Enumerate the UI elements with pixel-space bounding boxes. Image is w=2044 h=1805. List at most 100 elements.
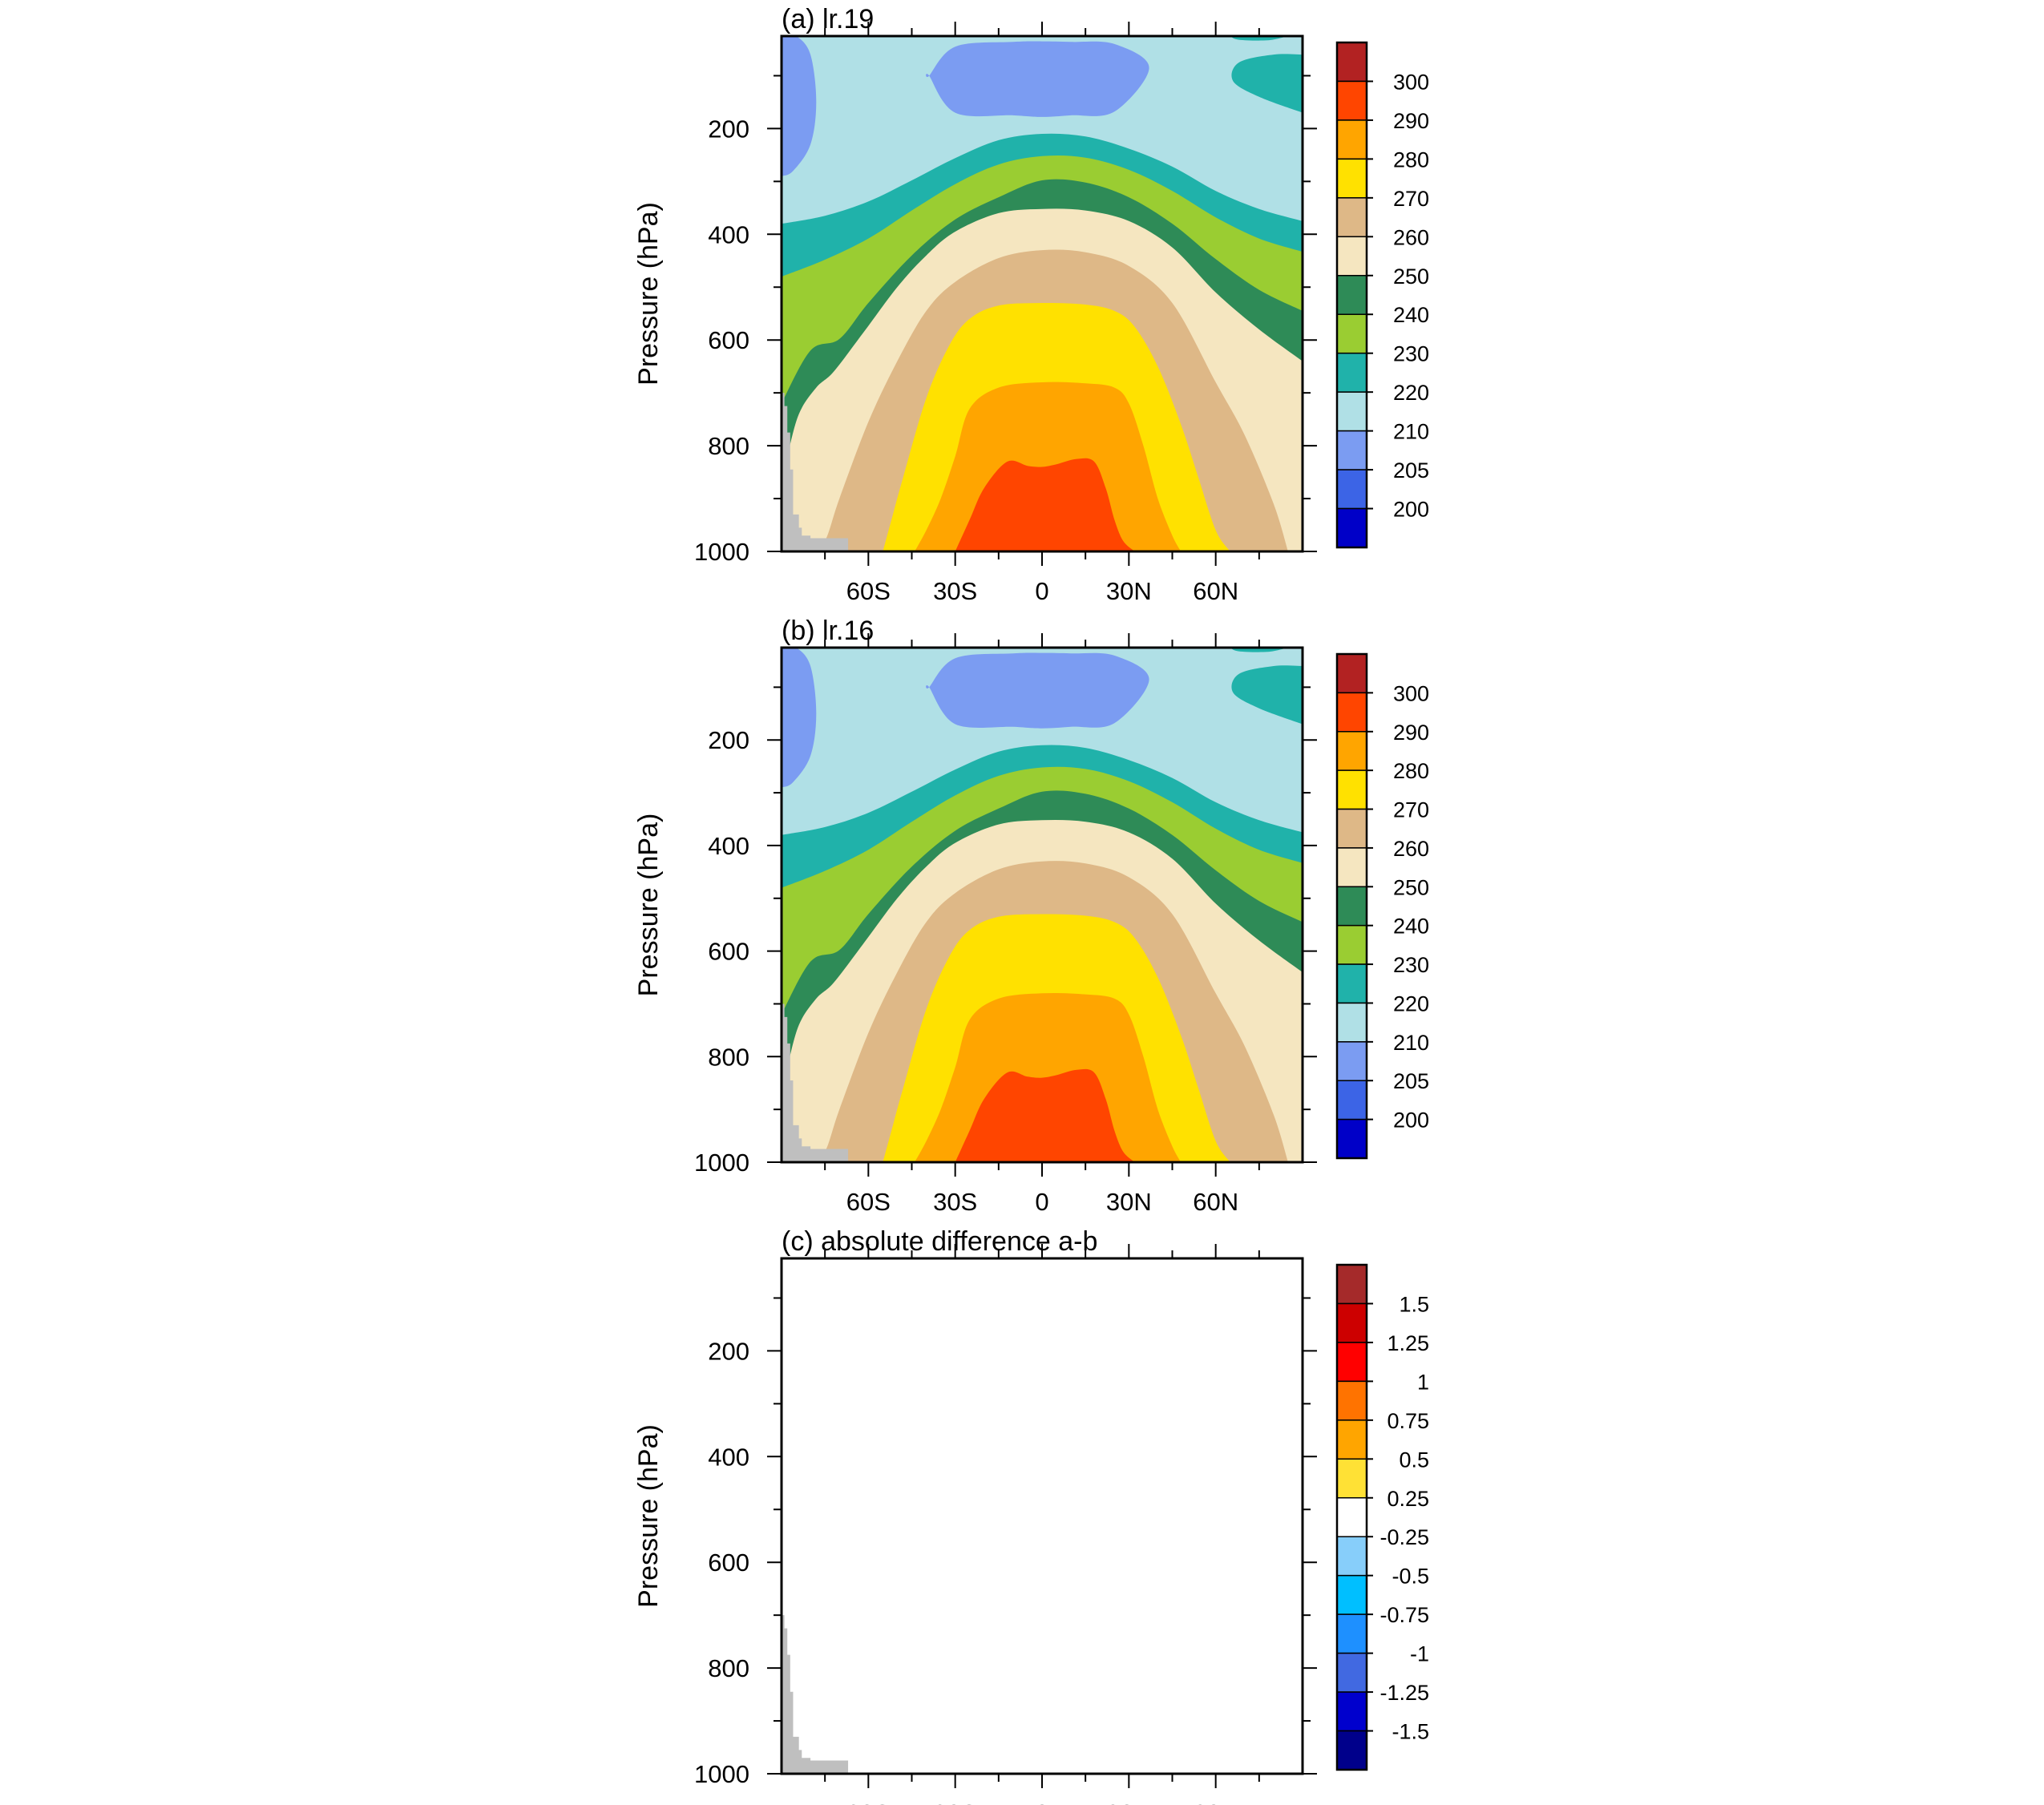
colorbar: 300 290 280 270 260 250 240 230 220 210 205 200: [1335, 652, 1429, 1160]
colorbar-label: 260: [1393, 837, 1429, 861]
colorbar-label: 290: [1393, 109, 1429, 133]
colorbar-cell: [1336, 1380, 1367, 1421]
plot-area: [782, 36, 1303, 551]
y-tick-label: 800: [708, 1654, 749, 1682]
polar-cold-region: [782, 36, 817, 176]
panel-title: (b) lr.16: [782, 616, 874, 646]
y-tick-label: 1000: [694, 1149, 749, 1177]
colorbar-label: 0.75: [1387, 1409, 1429, 1433]
colorbar-cell: [1336, 1574, 1367, 1615]
colorbar-label: 270: [1393, 798, 1429, 822]
colorbar-cell: [1336, 80, 1367, 121]
nh-upper-warm-region: [1231, 54, 1303, 113]
colorbar-label: 220: [1393, 991, 1429, 1016]
y-tick-label: 600: [708, 326, 749, 354]
colorbar-cell: [1336, 275, 1367, 315]
contour-band-290: [955, 1068, 1135, 1162]
colorbar-cell: [1336, 1302, 1367, 1343]
colorbar-label: -1: [1410, 1642, 1429, 1666]
colorbar-label: 230: [1393, 953, 1429, 977]
colorbar-cell: [1336, 692, 1367, 733]
colorbar-cell: [1336, 1613, 1367, 1654]
colorbar-label: 200: [1393, 1108, 1429, 1133]
colorbar-cell: [1336, 158, 1367, 199]
colorbar-label: 0.25: [1387, 1487, 1429, 1511]
y-tick-label: 400: [708, 832, 749, 860]
colorbar-cell: [1336, 1080, 1367, 1121]
x-tick-label: 60N: [1193, 1188, 1238, 1216]
colorbar-cell: [1336, 847, 1367, 888]
colorbar-label: 280: [1393, 759, 1429, 783]
colorbar-label: 240: [1393, 915, 1429, 939]
colorbar-cell: [1336, 808, 1367, 849]
panel-title: (c) absolute difference a-b: [782, 1226, 1097, 1257]
plot-area: [782, 648, 1303, 1162]
field-background: [782, 1258, 1303, 1774]
y-axis-label: Pressure (hPa): [633, 814, 664, 997]
colorbar-label: 240: [1393, 303, 1429, 327]
colorbar-cell: [1336, 42, 1367, 83]
colorbar-cell: [1336, 352, 1367, 393]
y-tick-label: 200: [708, 726, 749, 754]
colorbar-label: 1: [1417, 1370, 1429, 1394]
x-tick-label: 60S: [846, 1188, 891, 1216]
colorbar-frame: [1335, 41, 1368, 549]
colorbar-cell: [1336, 469, 1367, 510]
colorbar-label: -0.25: [1379, 1525, 1429, 1549]
x-tick-label: 30N: [1106, 1799, 1152, 1805]
colorbar-cell: [1336, 1652, 1367, 1693]
colorbar-label: 1.5: [1399, 1292, 1429, 1316]
y-tick-label: 800: [708, 1043, 749, 1071]
y-tick-label: 200: [708, 1337, 749, 1365]
colorbar-label: 250: [1393, 264, 1429, 289]
x-tick-label: 60S: [846, 1799, 891, 1805]
colorbar-label: 1.25: [1387, 1331, 1429, 1355]
panel-a: 60S 30S 0 30N 60N 200 400 600 800 1000 Pressure (h…: [633, 4, 1429, 605]
colorbar-cell: [1336, 430, 1367, 470]
colorbar-label: 250: [1393, 875, 1429, 899]
colorbar-frame: [1335, 1263, 1368, 1771]
colorbar-label: 220: [1393, 381, 1429, 405]
colorbar-cell: [1336, 886, 1367, 927]
colorbar-cell: [1336, 963, 1367, 1004]
colorbar-cell: [1336, 1118, 1367, 1159]
x-tick-label: 60N: [1193, 577, 1238, 605]
colorbar-cell: [1336, 313, 1367, 354]
y-tick-label: 400: [708, 220, 749, 248]
y-tick-label: 1000: [694, 538, 749, 566]
colorbar-label: 300: [1393, 681, 1429, 705]
colorbar-label: 280: [1393, 147, 1429, 172]
y-axis-label: Pressure (hPa): [633, 1424, 664, 1608]
x-tick-label: 0: [1035, 1799, 1048, 1805]
colorbar-label: 205: [1393, 458, 1429, 483]
colorbar-cell: [1336, 391, 1367, 432]
colorbar-label: 230: [1393, 342, 1429, 366]
contour-band-290: [955, 458, 1135, 551]
colorbar-label: 300: [1393, 70, 1429, 94]
colorbar-cell: [1336, 1497, 1367, 1537]
x-tick-label: 0: [1035, 1188, 1048, 1216]
y-tick-label: 1000: [694, 1760, 749, 1788]
y-axis-label: Pressure (hPa): [633, 202, 664, 386]
colorbar-label: 210: [1393, 1031, 1429, 1055]
colorbar-label: 290: [1393, 721, 1429, 745]
colorbar-cell: [1336, 236, 1367, 277]
topography-mask: [782, 393, 849, 551]
x-tick-label: 30S: [933, 577, 977, 605]
colorbar-label: -0.5: [1392, 1565, 1429, 1589]
plot-area: [782, 1258, 1303, 1774]
polar-cold-region: [782, 648, 817, 788]
nh-upper-warm-region: [1231, 665, 1303, 725]
colorbar-label: -1.5: [1392, 1720, 1429, 1744]
colorbar-cell: [1336, 1730, 1367, 1771]
panel-b: 60S 30S 0 30N 60N 200 400 600 800 1000 Pressure (h…: [633, 616, 1429, 1216]
colorbar-cell: [1336, 1536, 1367, 1577]
y-tick-label: 800: [708, 432, 749, 460]
colorbar-label: 270: [1393, 187, 1429, 211]
colorbar-cell: [1336, 924, 1367, 965]
contour-band-210: [926, 652, 1149, 729]
colorbar-cell: [1336, 1419, 1367, 1460]
colorbar-cell: [1336, 507, 1367, 548]
colorbar: 300 290 280 270 260 250 240 230 220 210 205 200: [1335, 41, 1429, 549]
colorbar-cell: [1336, 653, 1367, 694]
